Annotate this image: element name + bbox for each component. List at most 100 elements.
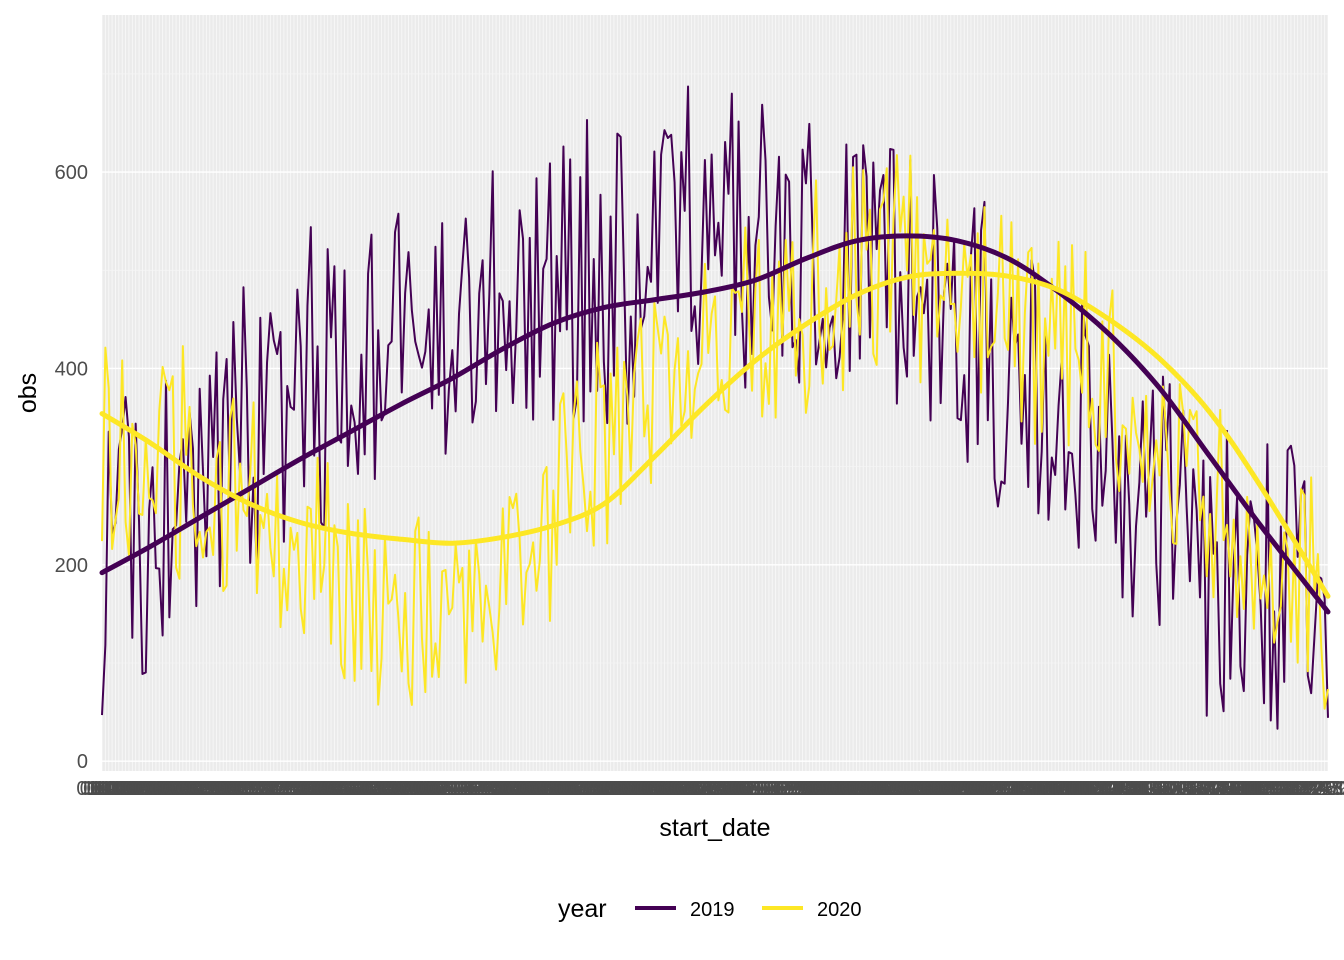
x-tick-label: 08-01 xyxy=(790,778,841,800)
x-tick-label: 06-02 xyxy=(588,778,639,800)
x-tick-label: 11-13 xyxy=(1141,778,1191,800)
x-tick-label: 07-08 xyxy=(710,778,761,800)
x-tick-label: 12-18 xyxy=(1259,778,1310,800)
x-tick-label: 05-31 xyxy=(582,778,633,800)
x-tick-label: 10-08 xyxy=(1020,778,1071,800)
x-tick-label: 08-19 xyxy=(851,778,902,800)
x-tick-label: 02-09 xyxy=(208,778,259,800)
x-tick-label: 02-04 xyxy=(191,778,242,800)
x-tick-label: 05-03 xyxy=(487,778,538,800)
x-tick-label: 06-26 xyxy=(669,778,720,800)
x-tick-label: 08-12 xyxy=(828,778,879,800)
x-tick-label: 02-26 xyxy=(265,778,316,800)
x-tick-label: 10-26 xyxy=(1080,778,1131,800)
x-tick-label: 12-08 xyxy=(1225,778,1276,800)
x-tick-label: 11-02 xyxy=(1104,778,1154,800)
x-tick-label: 10-05 xyxy=(1009,778,1060,800)
x-tick-label: 07-14 xyxy=(730,778,781,800)
x-tick-label: 02-16 xyxy=(231,778,282,800)
x-tick-label: 07-21 xyxy=(753,778,804,800)
x-tick-label: 12-31 xyxy=(1302,778,1344,800)
x-tick-label: 08-21 xyxy=(858,778,909,800)
x-tick-label: 12-23 xyxy=(1275,778,1326,800)
x-tick-label: 01-25 xyxy=(157,778,208,800)
x-tick-label: 01-02 xyxy=(80,778,131,800)
x-tick-label: 11-29 xyxy=(1195,778,1245,800)
x-tick-label: 02-08 xyxy=(204,778,255,800)
x-tick-label: 10-15 xyxy=(1043,778,1094,800)
y-tick-label: 0 xyxy=(77,751,88,773)
x-tick-label: 10-03 xyxy=(1003,778,1054,800)
x-tick-label: 10-23 xyxy=(1070,778,1121,800)
x-tick-label: 09-06 xyxy=(912,778,963,800)
x-tick-label: 02-03 xyxy=(188,778,239,800)
x-tick-label: 11-17 xyxy=(1155,778,1205,800)
x-tick-label: 10-19 xyxy=(1057,778,1108,800)
x-tick-label: 05-14 xyxy=(524,778,575,800)
x-tick-label: 10-14 xyxy=(1040,778,1091,800)
x-tick-label: 10-16 xyxy=(1046,778,1097,800)
x-tick-label: 03-20 xyxy=(339,778,390,800)
x-tick-label: 01-13 xyxy=(117,778,168,800)
x-tick-label: 03-31 xyxy=(376,778,427,800)
x-tick-label: 05-30 xyxy=(578,778,629,800)
x-tick-label: 09-30 xyxy=(993,778,1044,800)
x-tick-label: 11-14 xyxy=(1145,778,1195,800)
x-tick-label: 03-14 xyxy=(319,778,370,800)
x-tick-label: 09-26 xyxy=(979,778,1030,800)
x-tick-label: 07-16 xyxy=(737,778,788,800)
x-tick-label: 08-27 xyxy=(878,778,929,800)
x-tick-label: 06-10 xyxy=(615,778,666,800)
x-tick-label: 09-25 xyxy=(976,778,1027,800)
x-tick-label: 12-28 xyxy=(1292,778,1343,800)
x-tick-label: 08-20 xyxy=(854,778,905,800)
smooth-line-2019 xyxy=(99,233,1331,615)
x-tick-label: 04-23 xyxy=(454,778,505,800)
x-tick-label: 10-29 xyxy=(1090,778,1141,800)
x-tick-label: 05-27 xyxy=(568,778,619,800)
x-tick-label: 02-19 xyxy=(241,778,292,800)
x-tick-label: 09-05 xyxy=(908,778,959,800)
x-tick-label: 11-19 xyxy=(1162,778,1212,800)
x-tick-label: 05-07 xyxy=(501,778,552,800)
x-tick-label: 06-15 xyxy=(632,778,683,800)
x-axis-ticks: 01-0101-0201-0301-0401-0501-0601-0701-08… xyxy=(76,778,1344,800)
x-tick-label: 07-22 xyxy=(757,778,808,800)
y-tick-label: 200 xyxy=(55,555,88,577)
x-tick-label: 04-18 xyxy=(437,778,488,800)
x-tick-label: 04-03 xyxy=(386,778,437,800)
x-tick-label: 06-20 xyxy=(649,778,700,800)
x-tick-label: 01-24 xyxy=(154,778,205,800)
x-tick-label: 06-03 xyxy=(592,778,643,800)
x-tick-label: 06-19 xyxy=(646,778,697,800)
x-tick-label: 06-11 xyxy=(619,778,669,800)
x-tick-label: 08-31 xyxy=(892,778,943,800)
x-tick-label: 09-27 xyxy=(982,778,1033,800)
x-tick-label: 07-03 xyxy=(693,778,744,800)
x-tick-label: 10-30 xyxy=(1094,778,1145,800)
x-tick-label: 12-25 xyxy=(1282,778,1333,800)
x-tick-label: 09-17 xyxy=(949,778,1000,800)
x-tick-label: 07-25 xyxy=(767,778,818,800)
x-tick-label: 04-05 xyxy=(393,778,444,800)
x-tick-label: 05-09 xyxy=(508,778,559,800)
x-tick-label: 01-14 xyxy=(120,778,171,800)
x-tick-label: 04-22 xyxy=(450,778,501,800)
legend: year 2019 2020 xyxy=(558,895,862,923)
x-tick-label: 05-10 xyxy=(511,778,562,800)
x-tick-label: 07-26 xyxy=(770,778,821,800)
x-tick-label: 04-02 xyxy=(383,778,434,800)
x-tick-label: 07-19 xyxy=(747,778,798,800)
x-tick-label: 10-25 xyxy=(1077,778,1128,800)
x-tick-label: 09-15 xyxy=(942,778,993,800)
x-tick-label: 03-03 xyxy=(282,778,333,800)
x-tick-label: 03-29 xyxy=(369,778,420,800)
x-tick-label: 10-02 xyxy=(999,778,1050,800)
x-tick-label: 09-18 xyxy=(952,778,1003,800)
x-tick-label: 01-21 xyxy=(144,778,195,800)
x-tick-label: 09-16 xyxy=(945,778,996,800)
x-tick-label: 02-27 xyxy=(268,778,319,800)
x-tick-label: 08-30 xyxy=(888,778,939,800)
x-tick-label: 06-06 xyxy=(602,778,653,800)
x-tick-label: 11-28 xyxy=(1192,778,1242,800)
